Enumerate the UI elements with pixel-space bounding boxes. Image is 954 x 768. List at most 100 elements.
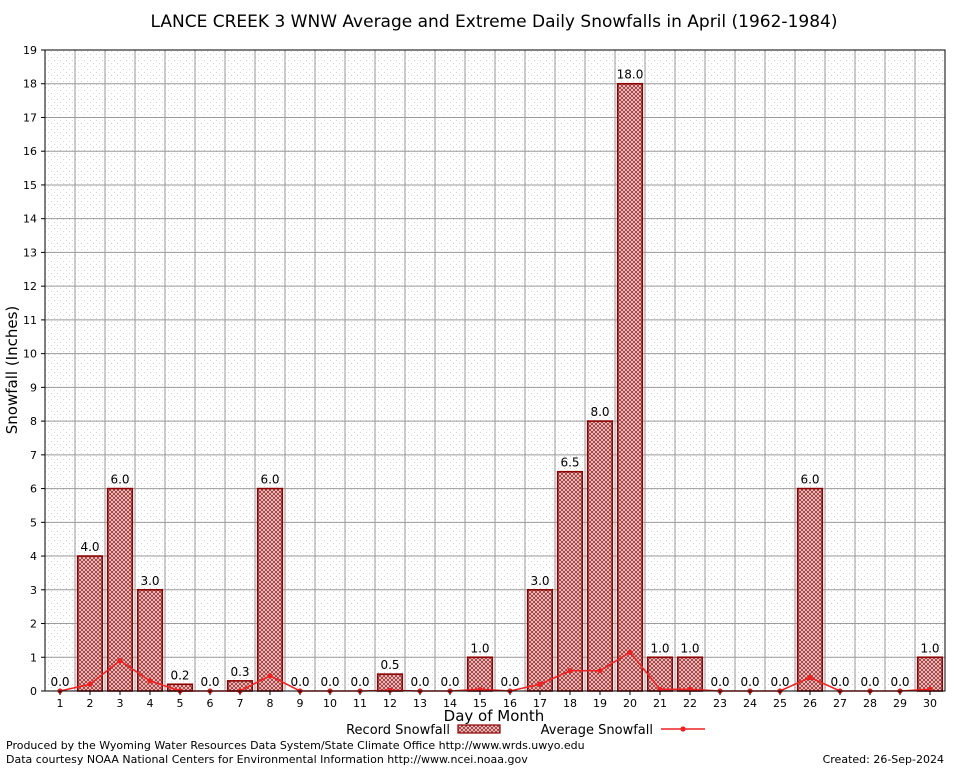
record-snowfall-labels: 0.0 4.0 6.0 3.0 0.2 0.0 0.3 6.0 0.0 0.0 0.0 0.5 0.0 0… <box>50 68 939 689</box>
x-tick-label: 8 <box>267 697 274 710</box>
y-axis-label: Snowfall (Inches) <box>3 306 21 434</box>
record-bar-label: 0.0 <box>290 675 309 689</box>
average-snowfall-point <box>567 668 573 674</box>
x-tick-label: 7 <box>237 697 244 710</box>
y-tick-label: 8 <box>30 415 37 428</box>
record-bar-label: 0.0 <box>710 675 729 689</box>
record-bar-label: 0.0 <box>410 675 429 689</box>
y-tick-label: 9 <box>30 381 37 394</box>
footer-data-courtesy: Data courtesy NOAA National Centers for … <box>6 753 528 766</box>
y-tick-label: 11 <box>23 314 37 327</box>
x-tick-label: 1 <box>57 697 64 710</box>
y-tick-label: 7 <box>30 449 37 462</box>
record-bar <box>76 555 104 692</box>
record-bar <box>466 656 494 692</box>
x-tick-label: 23 <box>713 697 727 710</box>
record-bar-label: 1.0 <box>920 641 939 655</box>
record-bar-label: 0.0 <box>830 675 849 689</box>
record-bar-label: 0.0 <box>320 675 339 689</box>
footer-created-date: Created: 26-Sep-2024 <box>823 753 944 766</box>
record-bar-label: 18.0 <box>617 68 644 82</box>
x-tick-label: 28 <box>863 697 877 710</box>
legend-average-marker <box>680 726 686 732</box>
record-bar <box>616 82 644 692</box>
x-tick-label: 18 <box>563 697 577 710</box>
x-tick-label: 15 <box>473 697 487 710</box>
x-tick-label: 22 <box>683 697 697 710</box>
record-bar-label: 6.0 <box>110 473 129 487</box>
record-bar-label: 0.0 <box>350 675 369 689</box>
x-tick-label: 30 <box>923 697 937 710</box>
x-tick-label: 19 <box>593 697 607 710</box>
record-bar-label: 0.2 <box>170 668 189 682</box>
average-snowfall-point <box>147 678 153 684</box>
y-tick-label: 16 <box>23 145 37 158</box>
x-tick-label: 14 <box>443 697 457 710</box>
x-tick-label: 10 <box>323 697 337 710</box>
x-tick-label: 27 <box>833 697 847 710</box>
record-bar-label: 1.0 <box>650 641 669 655</box>
x-tick-label: 6 <box>207 697 214 710</box>
average-snowfall-point <box>537 681 543 687</box>
record-bar <box>916 656 944 692</box>
record-bar <box>526 588 554 692</box>
y-tick-label: 13 <box>23 246 37 259</box>
chart-title: LANCE CREEK 3 WNW Average and Extreme Da… <box>151 12 838 32</box>
y-tick-label: 3 <box>30 584 37 597</box>
x-tick-label: 13 <box>413 697 427 710</box>
y-tick-label: 0 <box>30 685 37 698</box>
record-bar-label: 3.0 <box>530 574 549 588</box>
average-snowfall-point <box>807 674 813 681</box>
record-bar-label: 0.0 <box>200 675 219 689</box>
record-bar <box>796 487 824 692</box>
legend-record-swatch <box>457 724 501 734</box>
y-tick-label: 18 <box>23 78 37 91</box>
record-bar-label: 1.0 <box>470 641 489 655</box>
y-tick-label: 15 <box>23 179 37 192</box>
legend-record-label: Record Snowfall <box>346 723 450 738</box>
x-axis-label: Day of Month <box>444 707 545 725</box>
x-tick-label: 26 <box>803 697 817 710</box>
record-bar-label: 6.0 <box>800 473 819 487</box>
x-axis-ticks: 1 2 3 4 5 6 7 8 9 10 11 12 13 14 15 16 17 18 19 20 21 22 23 24 2… <box>57 691 937 710</box>
record-bar <box>106 487 134 692</box>
x-tick-label: 29 <box>893 697 907 710</box>
y-tick-label: 6 <box>30 483 37 496</box>
record-bar-label: 0.0 <box>500 675 519 689</box>
x-tick-label: 17 <box>533 697 547 710</box>
record-bar-label: 0.0 <box>50 675 69 689</box>
footer-produced-by: Produced by the Wyoming Water Resources … <box>6 739 585 752</box>
average-snowfall-point <box>267 673 273 679</box>
y-tick-label: 10 <box>23 348 37 361</box>
y-tick-label: 12 <box>23 280 37 293</box>
x-tick-label: 4 <box>147 697 154 710</box>
record-bar <box>586 420 614 692</box>
y-tick-label: 1 <box>30 651 37 664</box>
record-bar-label: 0.0 <box>440 675 459 689</box>
record-bar-label: 3.0 <box>140 574 159 588</box>
record-bar-label: 6.0 <box>260 473 279 487</box>
record-bar <box>646 656 674 692</box>
x-tick-label: 25 <box>773 697 787 710</box>
record-bar <box>676 656 704 692</box>
average-snowfall-point <box>387 687 393 693</box>
record-bar-label: 8.0 <box>590 405 609 419</box>
x-tick-label: 5 <box>177 697 184 710</box>
record-bar-label: 6.5 <box>560 456 579 470</box>
x-tick-label: 21 <box>653 697 667 710</box>
x-tick-label: 3 <box>117 697 124 710</box>
y-tick-label: 2 <box>30 618 37 631</box>
average-snowfall-point <box>597 668 603 674</box>
plot-frame <box>44 49 946 692</box>
record-bar <box>256 487 284 692</box>
x-tick-label: 9 <box>297 697 304 710</box>
record-bar-label: 0.3 <box>230 665 249 679</box>
record-bar-label: 1.0 <box>680 641 699 655</box>
x-tick-label: 16 <box>503 697 517 710</box>
y-tick-label: 5 <box>30 516 37 529</box>
x-tick-label: 2 <box>87 697 94 710</box>
x-tick-label: 11 <box>353 697 367 710</box>
average-snowfall-point <box>87 681 93 687</box>
y-tick-label: 4 <box>30 550 37 563</box>
